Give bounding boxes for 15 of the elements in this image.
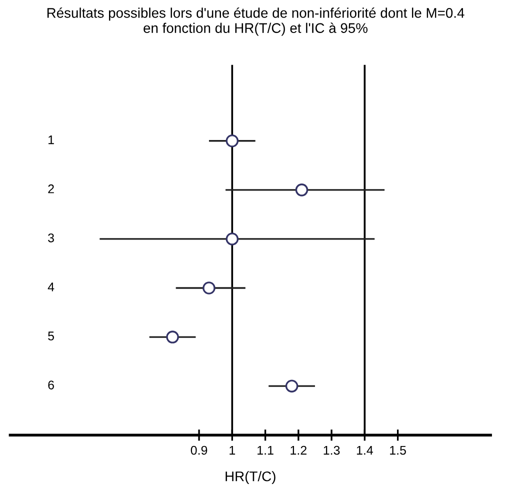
x-tick-label: 1.4	[356, 446, 373, 455]
x-tick-label: 1.1	[258, 446, 274, 455]
chart-title: Résultats possibles lors d'une étude de non-infériorité dont le M=0.4 en fonction du HR(T/C) et l'IC à 95%	[47, 7, 464, 36]
y-tick-label: 5	[48, 332, 54, 340]
y-tick-label: 1	[48, 136, 54, 144]
y-tick-label: 6	[48, 380, 54, 390]
x-tick-label: 1.3	[324, 446, 340, 455]
y-tick-label: 4	[48, 282, 54, 292]
x-tick-label: 1.2	[290, 446, 306, 455]
y-tick-label: 3	[48, 233, 54, 242]
x-tick-label: 0.9	[190, 446, 208, 455]
x-tick-label: 1.5	[390, 446, 406, 455]
x-tick-label: 1	[230, 446, 236, 455]
y-tick-label: 2	[48, 184, 54, 194]
x-axis-title: HR(T/C)	[226, 471, 276, 484]
